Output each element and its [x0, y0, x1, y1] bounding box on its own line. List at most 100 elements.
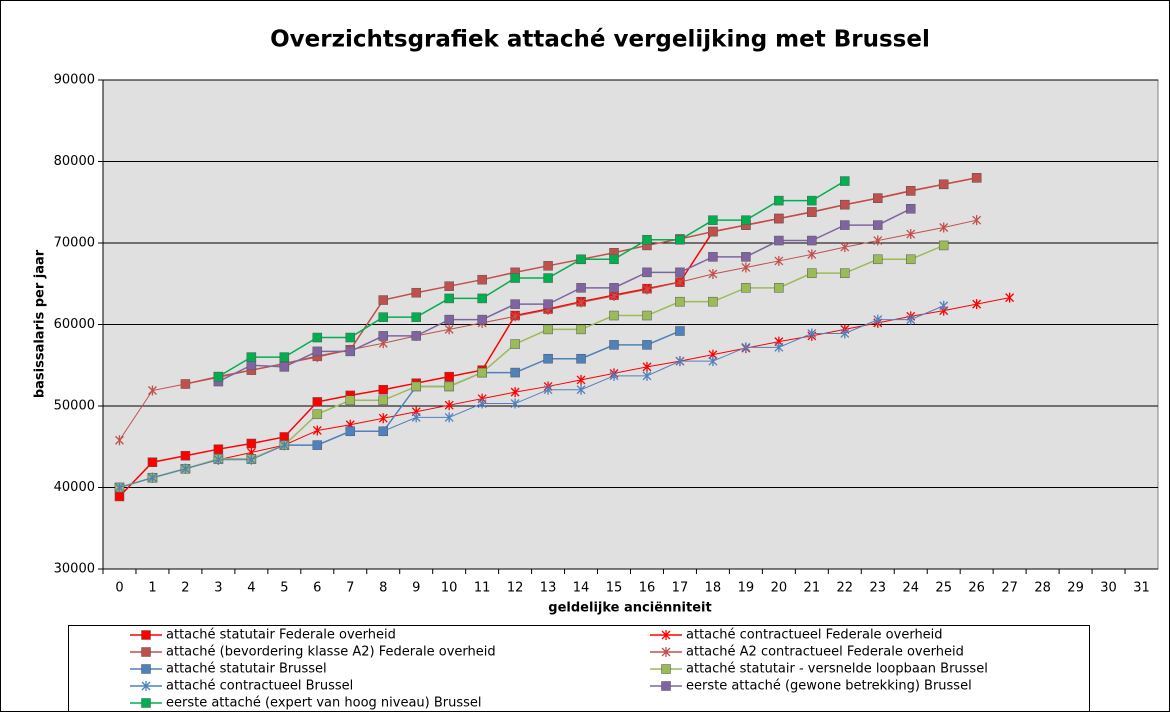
series-line [218, 180, 846, 378]
data-point [213, 371, 224, 382]
data-point [378, 312, 388, 322]
data-point [444, 281, 454, 291]
data-point [939, 222, 949, 233]
x-tick-label: 11 [474, 581, 491, 596]
x-tick-label: 30 [1100, 581, 1117, 596]
data-point [905, 204, 916, 214]
x-tick-label: 25 [935, 581, 952, 596]
y-tick-label: 40000 [54, 480, 95, 495]
legend-marker [141, 664, 151, 674]
data-point [576, 374, 586, 385]
x-tick-label: 19 [738, 581, 755, 596]
data-point [675, 267, 685, 278]
data-point [180, 450, 191, 461]
x-tick-label: 17 [672, 581, 689, 596]
legend-marker [661, 647, 671, 657]
data-point [905, 254, 916, 265]
data-point [345, 346, 356, 357]
data-point [840, 328, 850, 339]
legend-marker [661, 681, 671, 691]
data-point [345, 395, 356, 406]
data-point [840, 242, 850, 253]
data-point [279, 362, 290, 372]
data-point [576, 297, 586, 308]
legend-label: attaché A2 contractueel Federale overhei… [686, 645, 964, 660]
data-point [576, 283, 586, 293]
data-point [642, 267, 652, 278]
data-point [609, 283, 619, 293]
data-point [114, 491, 125, 502]
data-point [444, 381, 454, 392]
data-point [444, 412, 454, 423]
data-point [378, 413, 388, 424]
data-point [741, 252, 751, 262]
data-point [938, 179, 949, 190]
data-point [411, 312, 421, 322]
data-point [345, 332, 356, 343]
data-point [411, 381, 421, 392]
data-point [576, 324, 586, 335]
data-point [708, 268, 718, 279]
x-tick-label: 15 [606, 581, 623, 596]
data-point [510, 299, 520, 309]
data-point [708, 356, 718, 367]
data-point [609, 290, 619, 301]
data-point [312, 397, 323, 407]
data-point [510, 367, 520, 378]
x-tick-label: 23 [869, 581, 886, 596]
data-point [741, 262, 751, 273]
x-tick-label: 12 [507, 581, 524, 596]
data-point [411, 287, 421, 298]
y-tick-label: 90000 [54, 73, 95, 88]
y-tick-label: 50000 [54, 399, 95, 414]
y-tick-label: 70000 [54, 236, 95, 251]
data-point [279, 352, 290, 362]
data-point [642, 234, 652, 245]
data-point [807, 249, 817, 260]
data-point [444, 293, 454, 304]
data-point [741, 342, 751, 353]
data-point [213, 444, 224, 454]
x-tick-label: 31 [1133, 581, 1150, 596]
data-point [675, 277, 685, 288]
legend-label: attaché statutair Federale overheid [166, 628, 396, 643]
x-tick-label: 13 [540, 581, 557, 596]
data-point [741, 283, 751, 293]
x-tick-label: 16 [639, 581, 656, 596]
data-point [213, 454, 223, 465]
legend-label: attaché contractueel Federale overheid [686, 628, 943, 643]
data-point [477, 274, 487, 285]
data-point [774, 342, 784, 353]
legend-marker [661, 630, 671, 640]
legend-label: attaché (bevordering klasse A2) Federale… [166, 645, 496, 660]
data-point [972, 215, 982, 226]
data-point [873, 314, 883, 325]
data-point [840, 268, 850, 278]
x-tick-label: 1 [148, 581, 156, 596]
data-point [609, 310, 619, 321]
data-point [576, 384, 586, 395]
x-tick-label: 3 [214, 581, 222, 596]
x-tick-label: 28 [1034, 581, 1051, 596]
data-point [115, 482, 124, 493]
data-point [543, 299, 553, 309]
data-point [642, 361, 652, 372]
data-point [180, 463, 190, 474]
data-point [741, 215, 751, 225]
data-point [279, 440, 289, 451]
data-point [807, 328, 817, 339]
data-point [873, 235, 883, 246]
data-point [378, 395, 388, 406]
data-point [708, 226, 718, 237]
data-point [609, 340, 619, 350]
legend [68, 625, 1090, 712]
data-point [180, 378, 190, 389]
data-point [477, 367, 487, 378]
data-point [774, 213, 784, 224]
data-point [840, 220, 850, 230]
data-point [840, 199, 850, 210]
data-point [246, 438, 257, 449]
data-point [477, 314, 487, 325]
x-tick-label: 9 [412, 581, 420, 596]
